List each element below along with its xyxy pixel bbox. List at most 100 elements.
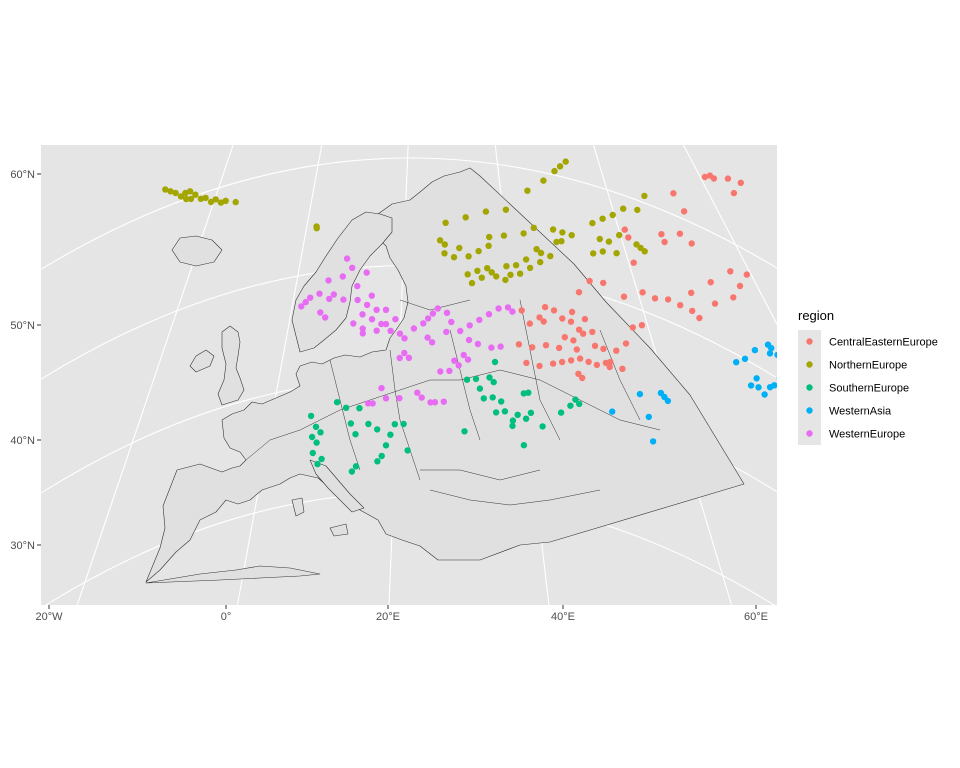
point-northerneurope-1: [167, 188, 174, 195]
point-centraleasterneurope-35: [852, 178, 858, 184]
point-centraleasterneurope-27: [782, 219, 788, 225]
point-westerneurope-12: [382, 306, 390, 313]
point-centraleasterneurope-65: [568, 308, 576, 316]
point-centraleasterneurope-0: [727, 124, 733, 130]
point-westerneurope-38: [448, 318, 455, 326]
point-northerneurope-26: [556, 163, 564, 170]
point-westerneurope-3: [349, 264, 356, 271]
point-westernasia-16: [791, 330, 797, 336]
point-westernasia-6: [649, 438, 657, 445]
point-westernasia-14: [792, 344, 798, 350]
point-northerneurope-35: [486, 233, 493, 241]
point-centraleasterneurope-26: [780, 190, 786, 196]
point-northerneurope-19: [462, 214, 469, 221]
point-northerneurope-45: [512, 262, 520, 269]
point-centraleasterneurope-33: [872, 154, 878, 160]
point-southerneurope-47: [557, 409, 565, 416]
point-westerneurope-47: [476, 316, 483, 324]
point-centraleasterneurope-80: [567, 357, 575, 364]
point-centraleasterneurope-77: [536, 362, 543, 370]
point-westerneurope-6: [330, 291, 337, 298]
point-northerneurope-4: [192, 191, 199, 198]
point-westerneurope-67: [382, 395, 390, 402]
point-westerneurope-65: [431, 399, 439, 406]
point-southerneurope-20: [400, 420, 407, 428]
point-southerneurope-7: [314, 460, 321, 468]
point-centraleasterneurope-37: [837, 189, 843, 195]
point-centraleasterneurope-56: [575, 326, 583, 333]
point-northerneurope-48: [488, 269, 495, 276]
point-centraleasterneurope-31: [847, 168, 853, 174]
point-southerneurope-38: [520, 442, 528, 449]
x-tick-label-2: 20°E: [376, 611, 400, 623]
point-centraleasterneurope-18: [600, 279, 607, 287]
point-westernasia-25: [776, 376, 777, 380]
point-northerneurope-50: [478, 274, 485, 281]
point-northerneurope-34: [485, 242, 492, 249]
point-westerneurope-27: [359, 330, 366, 337]
point-westerneurope-31: [401, 335, 408, 342]
point-westerneurope-20: [302, 298, 309, 306]
point-northerneurope-18: [442, 219, 449, 226]
point-northerneurope-24: [551, 167, 558, 175]
point-westerneurope-44: [396, 354, 403, 362]
point-northerneurope-12: [197, 195, 204, 202]
point-southerneurope-9: [342, 404, 350, 411]
legend-dot-2: [806, 384, 813, 391]
point-westerneurope-40: [424, 334, 431, 341]
y-tick-label-1: 50°N: [10, 320, 35, 332]
observation-points: [162, 124, 878, 475]
point-southerneurope-2: [317, 429, 324, 436]
point-westerneurope-26: [322, 314, 329, 321]
point-southerneurope-40: [539, 423, 546, 430]
point-northerneurope-32: [465, 253, 472, 260]
point-centraleasterneurope-78: [549, 360, 557, 367]
point-centraleasterneurope-13: [661, 238, 668, 246]
point-centraleasterneurope-2: [701, 173, 709, 181]
point-southerneurope-0: [307, 412, 315, 420]
point-centraleasterneurope-45: [711, 300, 719, 307]
point-centraleasterneurope-42: [736, 282, 744, 290]
point-northerneurope-51: [468, 279, 476, 287]
point-northerneurope-28: [441, 241, 448, 248]
point-northerneurope-9: [177, 193, 185, 200]
point-northerneurope-13: [207, 198, 215, 206]
point-westerneurope-59: [464, 356, 472, 363]
point-centraleasterneurope-19: [620, 293, 628, 300]
legend-label-2: SouthernEurope: [829, 383, 909, 395]
point-northerneurope-27: [436, 237, 444, 244]
point-northerneurope-36: [500, 232, 508, 239]
point-southerneurope-14: [374, 426, 381, 433]
point-westernasia-19: [766, 350, 774, 357]
point-northerneurope-76: [641, 248, 648, 255]
point-westerneurope-56: [460, 351, 467, 359]
legend-dot-1: [806, 361, 813, 368]
point-southerneurope-31: [498, 398, 505, 405]
point-northerneurope-25: [562, 158, 569, 165]
point-centraleasterneurope-20: [639, 289, 646, 296]
legend: region CentralEasternEurope NorthernEurop…: [798, 308, 938, 445]
point-northerneurope-39: [549, 226, 557, 233]
point-centraleasterneurope-82: [585, 358, 592, 365]
point-northerneurope-62: [589, 219, 596, 227]
point-westerneurope-43: [405, 354, 413, 361]
y-tick-label-3: 30°N: [10, 540, 35, 552]
point-southerneurope-25: [472, 375, 480, 383]
point-northerneurope-5: [202, 194, 209, 202]
point-northerneurope-23: [540, 177, 547, 184]
point-westerneurope-46: [466, 322, 473, 329]
point-centraleasterneurope-79: [558, 358, 566, 366]
point-northerneurope-2: [172, 189, 179, 197]
point-southerneurope-6: [318, 455, 325, 463]
point-westerneurope-29: [387, 327, 394, 334]
point-centraleasterneurope-86: [619, 365, 626, 372]
point-northerneurope-69: [605, 238, 613, 245]
point-centraleasterneurope-47: [689, 307, 696, 315]
point-centraleasterneurope-28: [802, 207, 808, 213]
point-westerneurope-34: [424, 315, 432, 322]
point-centraleasterneurope-72: [555, 344, 563, 352]
point-westerneurope-30: [396, 330, 404, 337]
point-westerneurope-36: [434, 305, 441, 312]
point-southerneurope-34: [509, 417, 517, 424]
point-centraleasterneurope-49: [638, 322, 646, 329]
